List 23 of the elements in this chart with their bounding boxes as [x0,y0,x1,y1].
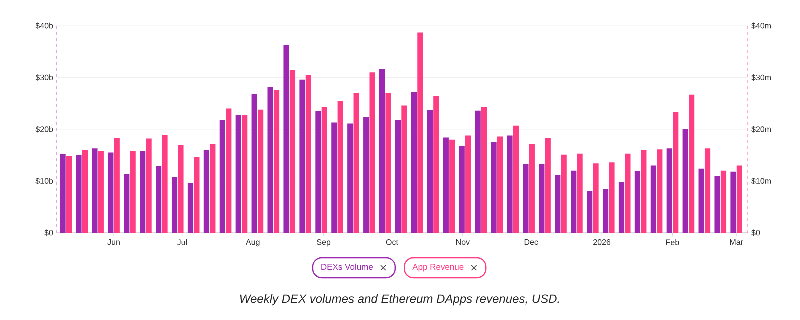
y2-tick-label: $30m [752,74,772,81]
y2-tick-label: $40m [752,22,772,30]
y2-tick-label: $20m [752,126,772,133]
text: DEXs Volume [322,264,374,270]
x-tick-label: Mar [730,240,744,246]
x-tick-label: 2026 [594,240,611,246]
x-tick-label: Aug [246,240,260,247]
x-tick-label: Oct [386,240,398,246]
y-tick-label: $30b [36,74,54,81]
x-tick-label: Jul [177,240,188,246]
y-tick-label: $0 [44,230,54,236]
text: App Revenue [412,264,464,272]
y2-tick-label: $10m [752,178,772,184]
x-tick-label: Jun [108,240,120,246]
y-tick-label: $40b [36,22,54,30]
text: Weekly DEX volumes and Ethereum DApps revenues, USD. [240,294,560,306]
y-tick-label: $10b [36,178,54,184]
x-tick-label: Sep [317,240,331,247]
y2-tick-label: $0 [752,230,760,236]
x-tick-label: Feb [666,240,680,246]
x-tick-label: Nov [456,240,470,246]
x-tick-label: Dec [524,240,538,246]
y-tick-label: $20b [36,126,54,133]
